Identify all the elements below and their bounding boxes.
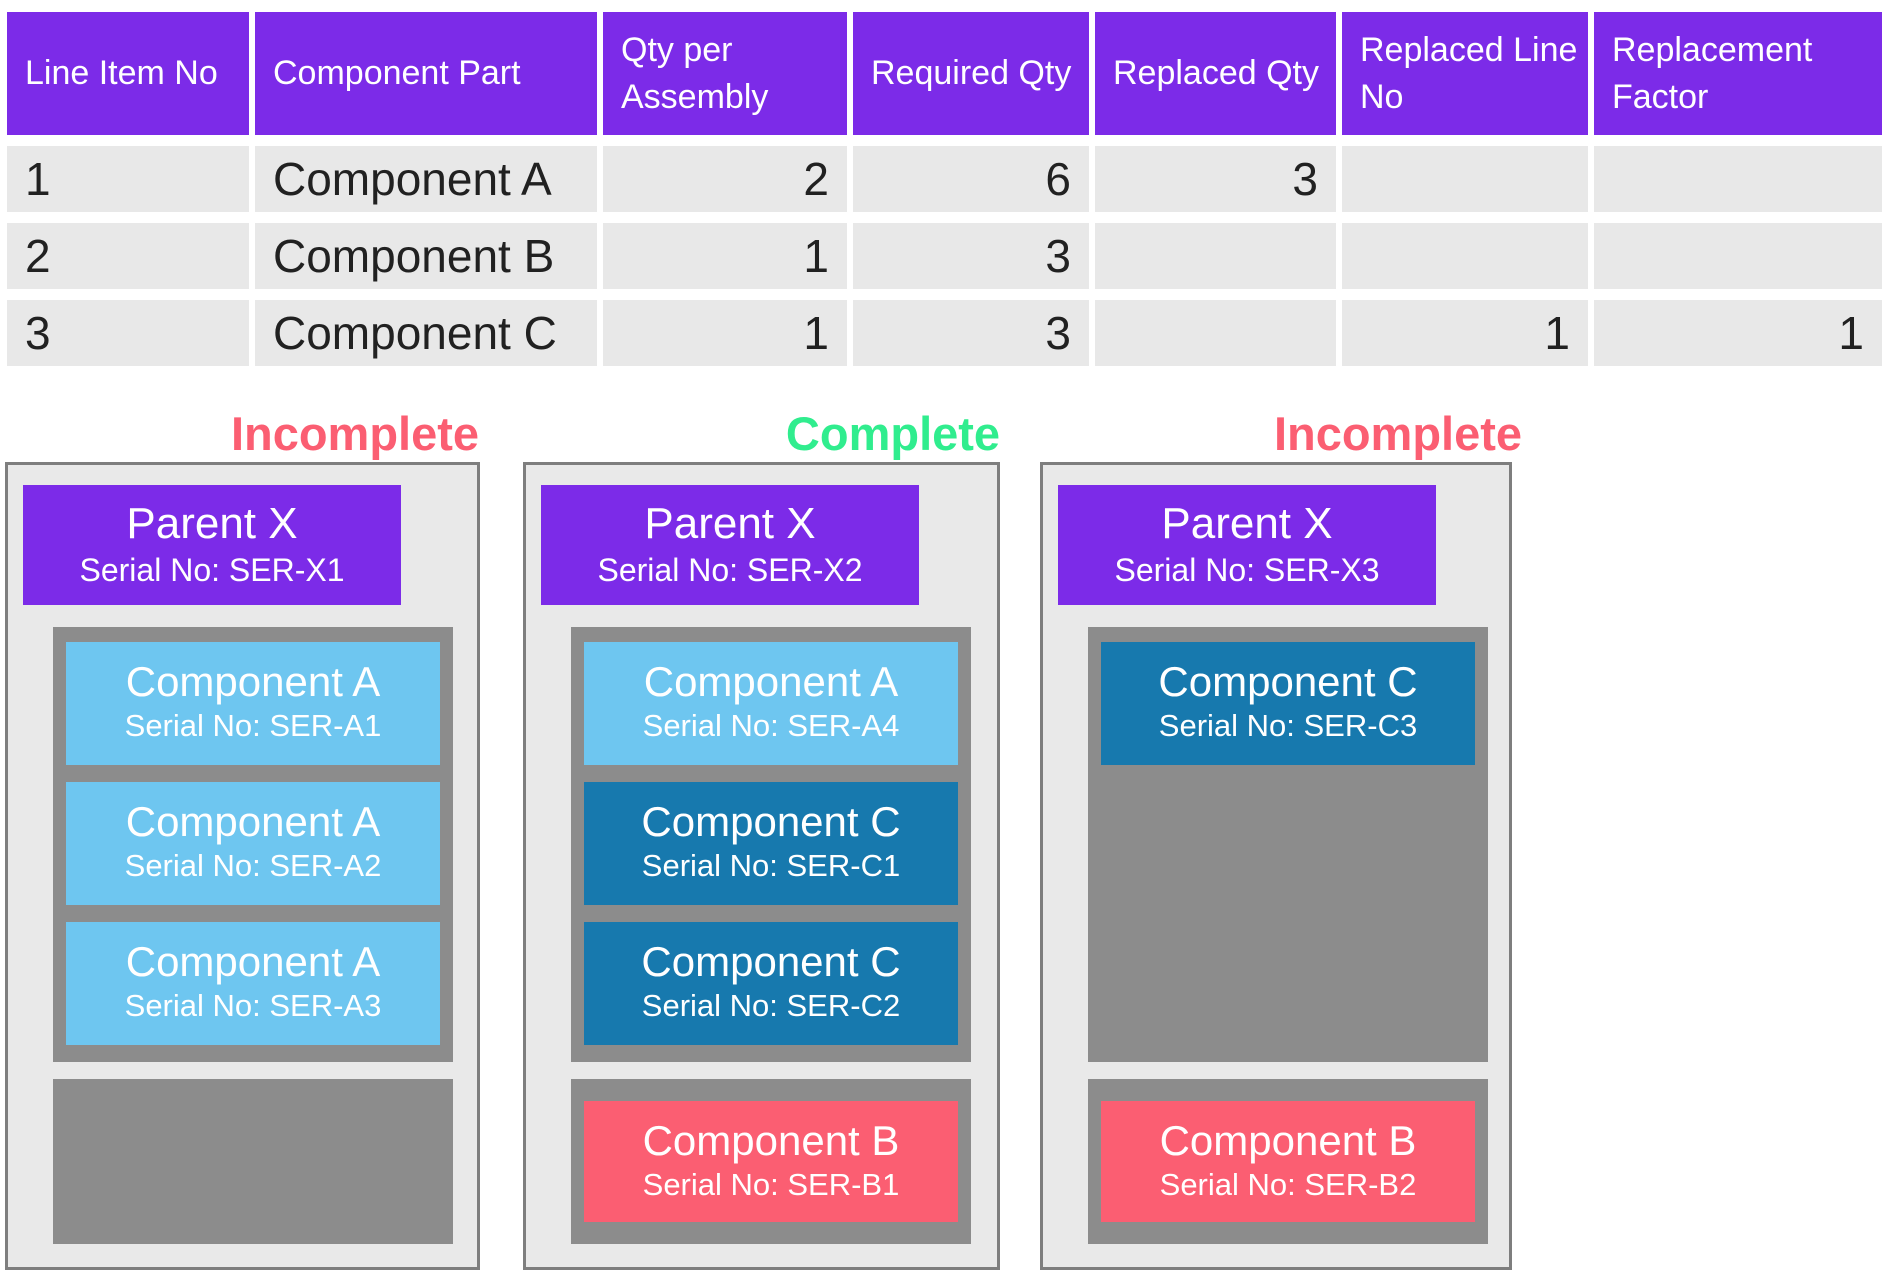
column-header-qty-per-assembly: Qty per Assembly [603,12,847,135]
component-slot-group: Component A Serial No: SER-A1 Component … [53,627,453,1062]
component-serial: Serial No: SER-B1 [642,1167,900,1202]
component-serial: Serial No: SER-A4 [642,708,900,743]
status-label: Incomplete [230,407,480,460]
component-box: Component B Serial No: SER-B2 [1101,1101,1475,1222]
component-title: Component C [1158,658,1418,705]
table-cell [1095,300,1336,366]
replacement-table: Line Item No Component Part Qty per Asse… [1,1,1888,377]
component-title: Component A [125,658,381,705]
component-title: Component A [643,658,899,705]
component-title: Component A [125,798,381,845]
table-cell: 3 [7,300,249,366]
component-box: Component B Serial No: SER-B1 [584,1101,958,1222]
component-box: Component A Serial No: SER-A3 [66,922,440,1045]
empty-slot-group [53,1079,453,1244]
table-cell: Component C [255,300,597,366]
table-row: 2 Component B 1 3 [7,223,1882,289]
parent-title: Parent X [1161,499,1333,548]
table-row: 3 Component C 1 3 1 1 [7,300,1882,366]
component-slot-group: Component C Serial No: SER-C3 [1088,627,1488,1062]
status-label: Incomplete [1273,407,1523,460]
assembly-panel-2: Parent X Serial No: SER-X2 Component A S… [523,462,1000,1270]
component-title: Component A [125,938,381,985]
component-box: Component A Serial No: SER-A2 [66,782,440,905]
parent-serial: Serial No: SER-X1 [79,552,345,588]
component-box: Component A Serial No: SER-A1 [66,642,440,765]
component-serial: Serial No: SER-A2 [124,848,382,883]
table-cell [1095,223,1336,289]
table-cell: 1 [1594,300,1882,366]
spare-slot-group: Component B Serial No: SER-B1 [571,1079,971,1244]
component-box: Component C Serial No: SER-C1 [584,782,958,905]
parent-box: Parent X Serial No: SER-X1 [23,485,401,605]
table-cell [1342,146,1588,212]
component-title: Component C [641,798,901,845]
component-title: Component B [1159,1117,1417,1164]
table-cell: 1 [7,146,249,212]
table-row: 1 Component A 2 6 3 [7,146,1882,212]
table-cell [1594,146,1882,212]
parent-box: Parent X Serial No: SER-X2 [541,485,919,605]
component-title: Component C [641,938,901,985]
component-serial: Serial No: SER-C1 [641,848,901,883]
parent-serial: Serial No: SER-X2 [597,552,863,588]
component-slot-group: Component A Serial No: SER-A4 Component … [571,627,971,1062]
assembly-panel-1: Parent X Serial No: SER-X1 Component A S… [5,462,480,1270]
component-box: Component A Serial No: SER-A4 [584,642,958,765]
table-cell: 3 [853,300,1089,366]
component-box: Component C Serial No: SER-C3 [1101,642,1475,765]
parent-serial: Serial No: SER-X3 [1114,552,1380,588]
table-cell: 2 [7,223,249,289]
assembly-panel-3: Parent X Serial No: SER-X3 Component C S… [1040,462,1512,1270]
column-header-replaced-line-no: Replaced Line No [1342,12,1588,135]
column-header-replacement-factor: Replacement Factor [1594,12,1882,135]
table-cell [1594,223,1882,289]
status-label: Complete [785,407,1001,460]
parent-title: Parent X [644,499,816,548]
parent-box: Parent X Serial No: SER-X3 [1058,485,1436,605]
table-cell: 3 [1095,146,1336,212]
component-serial: Serial No: SER-C2 [641,988,901,1023]
table-cell: 3 [853,223,1089,289]
table-cell [1342,223,1588,289]
parent-title: Parent X [126,499,298,548]
table-header-row: Line Item No Component Part Qty per Asse… [7,12,1882,135]
component-title: Component B [642,1117,900,1164]
table-cell: 2 [603,146,847,212]
spare-slot-group: Component B Serial No: SER-B2 [1088,1079,1488,1244]
table-cell: Component B [255,223,597,289]
component-serial: Serial No: SER-C3 [1158,708,1418,743]
column-header-component-part: Component Part [255,12,597,135]
table-cell: 1 [603,223,847,289]
table-cell: Component A [255,146,597,212]
column-header-replaced-qty: Replaced Qty [1095,12,1336,135]
table-cell: 1 [603,300,847,366]
component-box: Component C Serial No: SER-C2 [584,922,958,1045]
column-header-required-qty: Required Qty [853,12,1089,135]
column-header-line-item-no: Line Item No [7,12,249,135]
component-serial: Serial No: SER-A1 [124,708,382,743]
table-cell: 6 [853,146,1089,212]
table-cell: 1 [1342,300,1588,366]
component-serial: Serial No: SER-A3 [124,988,382,1023]
component-serial: Serial No: SER-B2 [1159,1167,1417,1202]
